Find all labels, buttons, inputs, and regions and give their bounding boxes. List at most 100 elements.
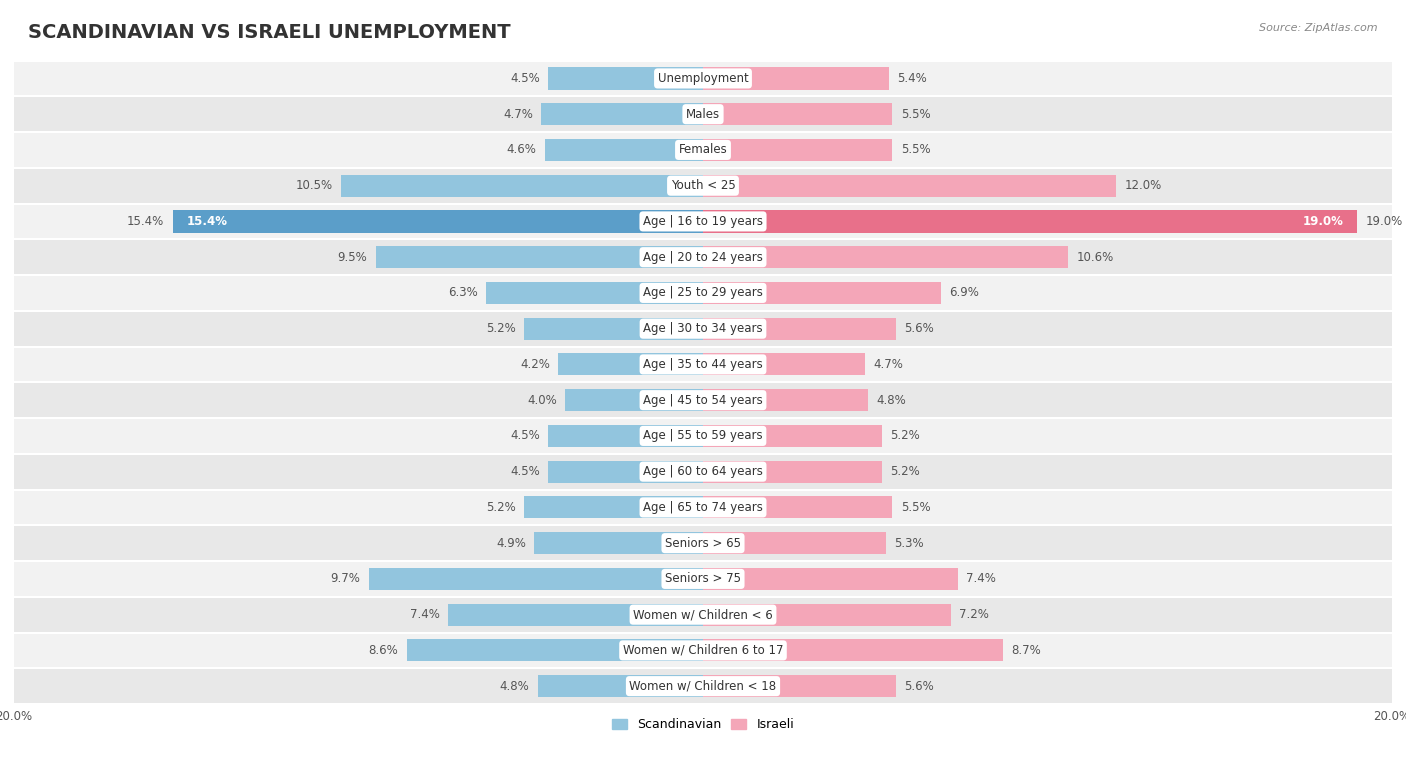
Bar: [14, 382, 1392, 418]
Bar: [524, 497, 703, 519]
Bar: [703, 210, 1358, 232]
Bar: [703, 425, 882, 447]
Text: 5.2%: 5.2%: [486, 501, 516, 514]
Text: 15.4%: 15.4%: [186, 215, 228, 228]
Bar: [14, 453, 1392, 490]
Bar: [14, 239, 1392, 275]
Text: Age | 25 to 29 years: Age | 25 to 29 years: [643, 286, 763, 300]
Legend: Scandinavian, Israeli: Scandinavian, Israeli: [607, 713, 799, 737]
Bar: [14, 275, 1392, 311]
Bar: [14, 597, 1392, 633]
Bar: [14, 418, 1392, 453]
Text: 9.7%: 9.7%: [330, 572, 360, 585]
Bar: [14, 96, 1392, 132]
Text: 4.0%: 4.0%: [527, 394, 557, 407]
Bar: [703, 675, 896, 697]
Text: 4.7%: 4.7%: [503, 107, 533, 120]
Text: 4.8%: 4.8%: [499, 680, 530, 693]
Text: Seniors > 75: Seniors > 75: [665, 572, 741, 585]
Bar: [703, 603, 950, 626]
Bar: [703, 67, 889, 89]
Text: Age | 45 to 54 years: Age | 45 to 54 years: [643, 394, 763, 407]
Text: 4.5%: 4.5%: [510, 72, 540, 85]
Text: Youth < 25: Youth < 25: [671, 179, 735, 192]
Bar: [406, 640, 703, 662]
Text: 5.6%: 5.6%: [904, 680, 934, 693]
Text: 10.6%: 10.6%: [1077, 251, 1114, 263]
Text: 4.5%: 4.5%: [510, 465, 540, 478]
Text: Age | 35 to 44 years: Age | 35 to 44 years: [643, 358, 763, 371]
Text: Age | 65 to 74 years: Age | 65 to 74 years: [643, 501, 763, 514]
Text: 5.3%: 5.3%: [894, 537, 924, 550]
Text: 4.7%: 4.7%: [873, 358, 903, 371]
Bar: [14, 525, 1392, 561]
Bar: [703, 640, 1002, 662]
Bar: [14, 668, 1392, 704]
Text: 5.5%: 5.5%: [901, 143, 931, 157]
Text: 5.5%: 5.5%: [901, 501, 931, 514]
Text: 6.9%: 6.9%: [949, 286, 979, 300]
Text: 12.0%: 12.0%: [1125, 179, 1161, 192]
Bar: [368, 568, 703, 590]
Text: Age | 30 to 34 years: Age | 30 to 34 years: [643, 322, 763, 335]
Text: 15.4%: 15.4%: [127, 215, 165, 228]
Text: 5.2%: 5.2%: [486, 322, 516, 335]
Bar: [14, 347, 1392, 382]
Text: 8.6%: 8.6%: [368, 644, 398, 657]
Bar: [703, 568, 957, 590]
Bar: [703, 246, 1069, 268]
Text: 7.4%: 7.4%: [411, 608, 440, 621]
Bar: [537, 675, 703, 697]
Text: 9.5%: 9.5%: [337, 251, 367, 263]
Text: 4.8%: 4.8%: [876, 394, 907, 407]
Bar: [703, 318, 896, 340]
Bar: [14, 204, 1392, 239]
Bar: [703, 460, 882, 483]
Text: 7.2%: 7.2%: [959, 608, 990, 621]
Text: Source: ZipAtlas.com: Source: ZipAtlas.com: [1260, 23, 1378, 33]
Bar: [14, 490, 1392, 525]
Bar: [14, 168, 1392, 204]
Text: 10.5%: 10.5%: [295, 179, 333, 192]
Bar: [703, 103, 893, 125]
Text: 19.0%: 19.0%: [1365, 215, 1403, 228]
Text: Women w/ Children < 6: Women w/ Children < 6: [633, 608, 773, 621]
Text: 4.9%: 4.9%: [496, 537, 526, 550]
Bar: [565, 389, 703, 411]
Text: 7.4%: 7.4%: [966, 572, 995, 585]
Bar: [14, 61, 1392, 96]
Bar: [703, 497, 893, 519]
Text: Women w/ Children < 18: Women w/ Children < 18: [630, 680, 776, 693]
Text: 4.6%: 4.6%: [506, 143, 536, 157]
Bar: [14, 561, 1392, 597]
Bar: [548, 425, 703, 447]
Bar: [703, 139, 893, 161]
Bar: [449, 603, 703, 626]
Bar: [14, 633, 1392, 668]
Bar: [703, 354, 865, 375]
Bar: [534, 532, 703, 554]
Bar: [703, 175, 1116, 197]
Text: Age | 20 to 24 years: Age | 20 to 24 years: [643, 251, 763, 263]
Bar: [703, 282, 941, 304]
Text: Males: Males: [686, 107, 720, 120]
Bar: [703, 389, 869, 411]
Bar: [544, 139, 703, 161]
Text: Females: Females: [679, 143, 727, 157]
Bar: [173, 210, 703, 232]
Bar: [486, 282, 703, 304]
Bar: [541, 103, 703, 125]
Text: Seniors > 65: Seniors > 65: [665, 537, 741, 550]
Text: 8.7%: 8.7%: [1011, 644, 1040, 657]
Bar: [342, 175, 703, 197]
Text: 4.2%: 4.2%: [520, 358, 550, 371]
Text: 4.5%: 4.5%: [510, 429, 540, 442]
Text: 5.2%: 5.2%: [890, 465, 920, 478]
Bar: [14, 132, 1392, 168]
Text: 5.4%: 5.4%: [897, 72, 927, 85]
Bar: [14, 311, 1392, 347]
Text: 5.5%: 5.5%: [901, 107, 931, 120]
Text: Age | 55 to 59 years: Age | 55 to 59 years: [643, 429, 763, 442]
Bar: [558, 354, 703, 375]
Text: Women w/ Children 6 to 17: Women w/ Children 6 to 17: [623, 644, 783, 657]
